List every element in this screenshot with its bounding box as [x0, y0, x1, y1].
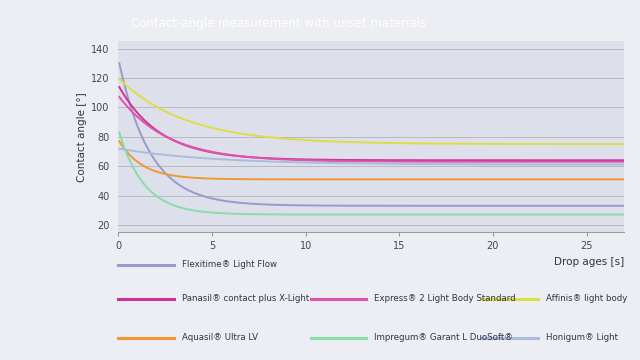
Text: Contact-angle measurement with unset materials: Contact-angle measurement with unset mat…: [131, 17, 426, 30]
Text: Express® 2 Light Body Standard: Express® 2 Light Body Standard: [374, 294, 515, 303]
Text: Aquasil® Ultra LV: Aquasil® Ultra LV: [182, 333, 258, 342]
Y-axis label: Contact angle [°]: Contact angle [°]: [77, 92, 86, 182]
Text: Honigum® Light: Honigum® Light: [546, 333, 618, 342]
Text: Impregum® Garant L DuoSoft®: Impregum® Garant L DuoSoft®: [374, 333, 513, 342]
Text: Flexitime® Light Flow: Flexitime® Light Flow: [182, 260, 276, 269]
Text: Panasil® contact plus X-Light: Panasil® contact plus X-Light: [182, 294, 309, 303]
Text: Affinis® light body: Affinis® light body: [546, 294, 627, 303]
Text: Drop ages [s]: Drop ages [s]: [554, 257, 624, 267]
